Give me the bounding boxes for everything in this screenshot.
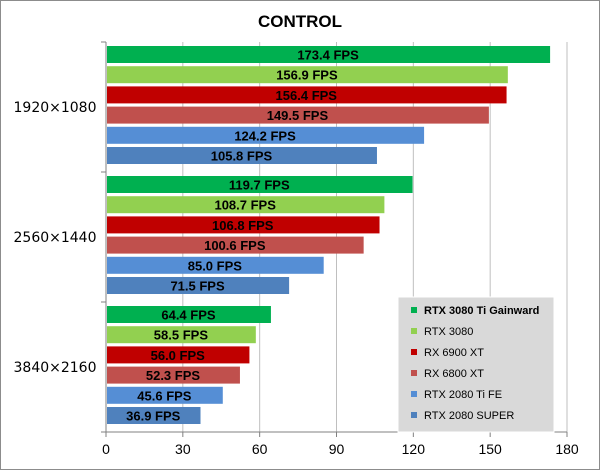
- data-label-rtx-3080-2560-1440: 108.7 FPS: [214, 198, 276, 213]
- bar-rx-6800-xt-1920-1080: [107, 106, 489, 124]
- legend-swatch-rtx-3080-ti-gainward: [411, 307, 417, 313]
- data-label-rtx-3080-ti-gainward-3840-2160: 64.4 FPS: [161, 308, 216, 323]
- x-tick-label-150: 150: [478, 441, 502, 457]
- data-label-rx-6900-xt-1920-1080: 156.4 FPS: [276, 88, 338, 103]
- bar-rtx-2080-ti-fe-2560-1440: [107, 256, 324, 274]
- data-label-rx-6900-xt-2560-1440: 106.8 FPS: [212, 218, 274, 233]
- bar-rtx-3080-ti-gainward-3840-2160: [107, 306, 271, 323]
- y-tick-label-1920-1080: 1920×1080: [14, 100, 97, 116]
- legend-label-rtx-2080-super: RTX 2080 SUPER: [424, 410, 514, 422]
- legend-swatch-rx-6900-xt: [411, 349, 417, 355]
- data-label-rx-6800-xt-3840-2160: 52.3 FPS: [146, 368, 201, 383]
- bar-rtx-2080-ti-fe-3840-2160: [107, 386, 223, 404]
- x-tick-label-60: 60: [252, 441, 268, 457]
- bar-rtx-3080-ti-gainward-2560-1440: [107, 176, 413, 193]
- legend-swatch-rtx-3080: [411, 328, 417, 334]
- data-label-rx-6800-xt-2560-1440: 100.6 FPS: [204, 238, 266, 253]
- y-tick-label-2560-1440: 2560×1440: [14, 230, 97, 246]
- y-tick-label-3840-2160: 3840×2160: [14, 360, 97, 376]
- legend-box: [397, 296, 555, 433]
- bar-rtx-3080-3840-2160: [107, 326, 256, 344]
- x-tick-label-30: 30: [175, 441, 191, 457]
- legend-label-rtx-3080-ti-gainward: RTX 3080 Ti Gainward: [424, 305, 539, 317]
- legend-label-rtx-2080-ti-fe: RTX 2080 Ti FE: [424, 389, 502, 401]
- legend-label-rx-6900-xt: RX 6900 XT: [424, 347, 484, 359]
- data-label-rtx-3080-1920-1080: 156.9 FPS: [276, 68, 338, 83]
- data-label-rtx-3080-3840-2160: 58.5 FPS: [154, 328, 209, 343]
- legend-swatch-rtx-2080-super: [411, 412, 417, 418]
- data-label-rtx-2080-super-1920-1080: 105.8 FPS: [211, 149, 273, 164]
- bar-rx-6900-xt-2560-1440: [107, 216, 380, 234]
- x-tick-label-90: 90: [329, 441, 345, 457]
- legend-swatch-rx-6800-xt: [411, 370, 417, 376]
- x-tick-label-0: 0: [102, 441, 110, 457]
- data-label-rtx-3080-ti-gainward-2560-1440: 119.7 FPS: [229, 178, 290, 193]
- bar-rx-6800-xt-2560-1440: [107, 236, 364, 254]
- bar-rx-6900-xt-3840-2160: [107, 346, 250, 364]
- bar-rtx-3080-ti-gainward-1920-1080: [107, 46, 551, 63]
- bar-rx-6800-xt-3840-2160: [107, 366, 240, 384]
- data-label-rtx-2080-super-2560-1440: 71.5 FPS: [170, 279, 225, 294]
- data-label-rtx-2080-super-3840-2160: 36.9 FPS: [126, 409, 181, 424]
- legend-swatch-rtx-2080-ti-fe: [411, 391, 417, 397]
- bar-rtx-2080-super-2560-1440: [107, 277, 290, 294]
- data-label-rtx-2080-ti-fe-2560-1440: 85.0 FPS: [188, 258, 243, 273]
- bar-rtx-2080-super-1920-1080: [107, 147, 377, 164]
- legend-label-rx-6800-xt: RX 6800 XT: [424, 368, 484, 380]
- data-label-rtx-3080-ti-gainward-1920-1080: 173.4 FPS: [297, 48, 359, 63]
- bar-rtx-2080-ti-fe-1920-1080: [107, 126, 425, 144]
- bar-rx-6900-xt-1920-1080: [107, 86, 507, 104]
- data-label-rx-6900-xt-3840-2160: 56.0 FPS: [151, 348, 206, 363]
- data-label-rtx-2080-ti-fe-1920-1080: 124.2 FPS: [234, 128, 296, 143]
- legend-label-rtx-3080: RTX 3080: [424, 326, 473, 338]
- chart-title: CONTROL: [258, 12, 342, 31]
- bar-rtx-3080-1920-1080: [107, 66, 508, 84]
- bar-rtx-2080-super-3840-2160: [107, 407, 201, 424]
- data-label-rx-6800-xt-1920-1080: 149.5 FPS: [267, 108, 329, 123]
- x-tick-label-180: 180: [555, 441, 579, 457]
- data-label-rtx-2080-ti-fe-3840-2160: 45.6 FPS: [137, 388, 192, 403]
- x-tick-label-120: 120: [402, 441, 426, 457]
- bar-rtx-3080-2560-1440: [107, 196, 385, 214]
